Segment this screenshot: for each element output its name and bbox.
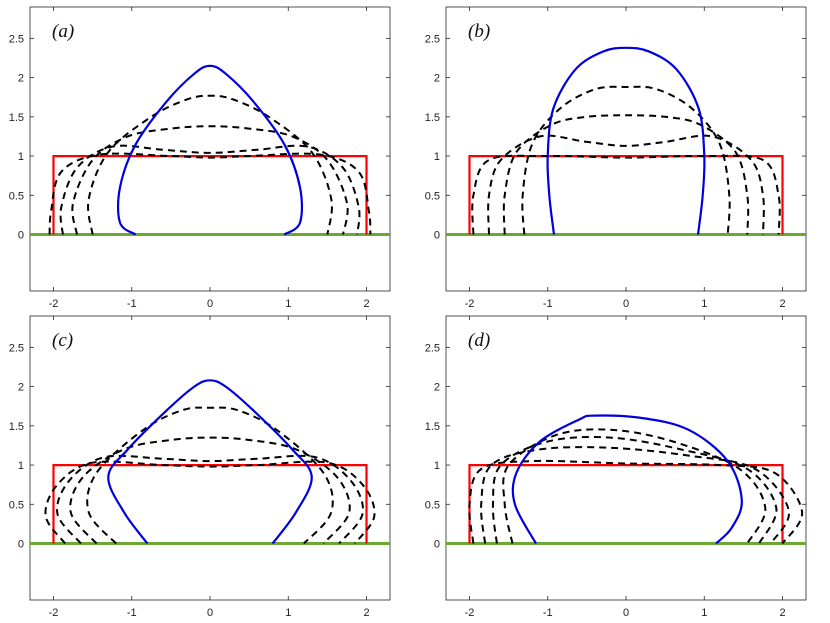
x-tick-label: -1 (127, 607, 137, 619)
x-tick-label: -2 (465, 607, 475, 619)
panel-3: -2 -1 0 1 2 0 0.5 1 1.5 2 2.5 (c) (9, 315, 391, 619)
series-intermediate-2 (59, 144, 361, 235)
x-tick-label: 1 (701, 298, 707, 310)
y-tick-label: 2.5 (425, 342, 440, 354)
y-tick-label: 2 (18, 73, 24, 85)
y-tick-label: 0.5 (425, 190, 440, 202)
x-tick-label: 0 (207, 298, 213, 310)
series-intermediate-1 (471, 154, 781, 235)
series-intermediate-2 (480, 446, 790, 545)
y-tick-label: 0 (18, 539, 24, 551)
x-tick-label: -2 (49, 298, 59, 310)
x-tick-label: 1 (285, 607, 291, 619)
series-intermediate-4 (502, 428, 767, 545)
y-tick-label: 1 (18, 460, 24, 472)
series-intermediate-1 (48, 152, 372, 235)
series-intermediate-3 (502, 114, 750, 235)
x-tick-label: 1 (701, 607, 707, 619)
panel-2: -2 -1 0 1 2 0 0.5 1 1.5 2 2.5 (b) (425, 6, 807, 310)
x-tick-label: 0 (207, 607, 213, 619)
x-tick-label: 2 (779, 298, 785, 310)
x-tick-label: 2 (363, 607, 369, 619)
series-initial-rectangle (468, 155, 784, 235)
axes-box (445, 6, 807, 292)
y-tick-label: 1 (434, 460, 440, 472)
y-tick-label: 2 (434, 382, 440, 394)
series-intermediate-3 (491, 436, 778, 545)
series-initial-rectangle (52, 155, 368, 235)
panel-label: (a) (52, 21, 74, 42)
y-tick-label: 2.5 (425, 33, 440, 45)
y-tick-label: 0.5 (9, 499, 24, 511)
x-tick-label: 2 (363, 298, 369, 310)
series-intermediate-2 (487, 134, 765, 235)
series-final-shape (511, 414, 743, 545)
axes-box (445, 315, 807, 601)
y-tick-label: 0.5 (425, 499, 440, 511)
y-tick-label: 0 (18, 230, 24, 242)
y-tick-label: 1.5 (425, 112, 440, 124)
x-tick-label: -2 (49, 607, 59, 619)
series-intermediate-4 (87, 94, 333, 235)
series-intermediate-2 (56, 454, 364, 545)
x-tick-label: -1 (543, 607, 553, 619)
y-tick-label: 1.5 (425, 421, 440, 433)
x-tick-label: 0 (623, 607, 629, 619)
series-intermediate-4 (521, 85, 731, 235)
x-tick-label: 1 (285, 298, 291, 310)
y-tick-label: 2 (434, 73, 440, 85)
panel-1: -2 -1 0 1 2 0 0.5 1 1.5 2 2.5 (a) (9, 6, 391, 310)
panel-label: (d) (468, 330, 490, 351)
axes-box (29, 315, 391, 601)
axes-box (29, 6, 391, 292)
y-tick-label: 1 (18, 151, 24, 163)
series-intermediate-3 (71, 125, 349, 235)
y-tick-label: 0 (434, 539, 440, 551)
panel-label: (c) (52, 330, 73, 351)
y-tick-label: 0 (434, 230, 440, 242)
x-tick-label: 2 (779, 607, 785, 619)
y-tick-label: 2.5 (9, 342, 24, 354)
y-tick-label: 1 (434, 151, 440, 163)
series-intermediate-4 (86, 406, 334, 545)
series-intermediate-3 (69, 436, 351, 545)
x-tick-label: -2 (465, 298, 475, 310)
x-tick-label: -1 (127, 298, 137, 310)
series-final-shape (107, 379, 313, 545)
x-tick-label: 0 (623, 298, 629, 310)
y-tick-label: 2 (18, 382, 24, 394)
panel-4: -2 -1 0 1 2 0 0.5 1 1.5 2 2.5 (d) (425, 315, 807, 619)
series-intermediate-1 (44, 460, 376, 545)
y-tick-label: 1.5 (9, 421, 24, 433)
series-final-shape (116, 64, 304, 236)
y-tick-label: 1.5 (9, 112, 24, 124)
series-intermediate-1 (468, 459, 804, 545)
series-final-shape (546, 46, 706, 235)
series-initial-rectangle (52, 464, 368, 544)
y-tick-label: 2.5 (9, 33, 24, 45)
y-tick-label: 0.5 (9, 190, 24, 202)
x-tick-label: -1 (543, 298, 553, 310)
panel-label: (b) (468, 21, 490, 42)
